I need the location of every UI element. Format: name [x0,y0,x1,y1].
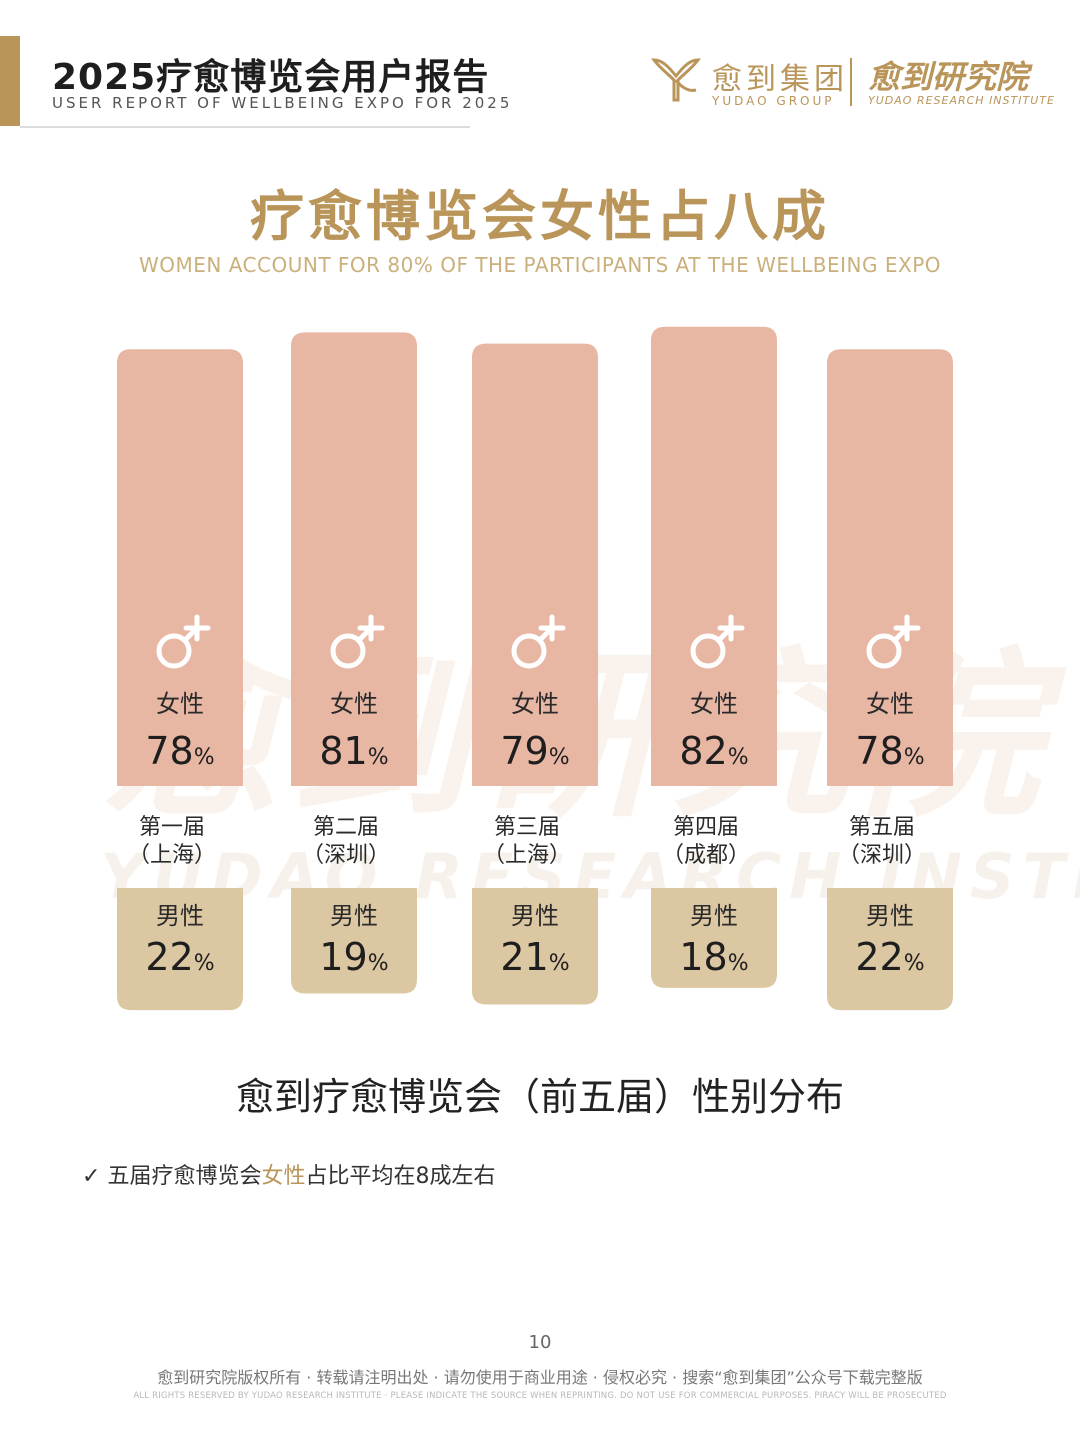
brand-institute-name-en: YUDAO RESEARCH INSTITUTE [868,94,1055,107]
report-subtitle: USER REPORT OF WELLBEING EXPO FOR 2025 [52,94,513,112]
male-value-label: 22% [855,935,924,979]
female-symbol-icon [511,614,566,669]
male-bar [827,888,953,1011]
female-value-label: 78% [145,729,214,773]
category-label: 第三届 [494,815,560,840]
female-series-label: 女性 [330,690,378,718]
category-label: 第四届 [673,815,739,840]
male-bar [291,888,417,994]
note-text-before: 五届疗愈博览会 [107,1164,262,1189]
female-symbol-ring [866,633,902,669]
female-bar [291,332,417,786]
male-bar [117,888,243,1011]
female-bar [472,343,598,786]
female-series-label: 女性 [690,690,738,718]
female-symbol-icon [156,614,211,669]
chart-caption: 愈到疗愈博览会（前五届）性别分布 [235,1075,844,1119]
note-text-after: 占比平均在8成左右 [305,1164,496,1189]
female-symbol-ring [330,633,366,669]
key-finding-note: ✓ 五届疗愈博览会女性占比平均在8成左右 [82,1158,495,1190]
female-symbol-ring [156,633,192,669]
female-symbol-ring [511,633,547,669]
copyright-notice-en: ALL RIGHTS RESERVED BY YUDAO RESEARCH IN… [133,1391,947,1401]
category-sublabel: （深圳） [838,843,926,868]
note-highlight: 女性 [261,1164,306,1189]
male-bar [651,888,777,988]
category-label: 第五届 [849,815,915,840]
female-series-label: 女性 [866,690,914,718]
section-subtitle: WOMEN ACCOUNT FOR 80% OF THE PARTICIPANT… [138,253,941,277]
page-number: 10 [528,1332,552,1353]
male-series-label: 男性 [511,902,559,930]
male-value-label: 18% [679,935,748,979]
brand-group-name: 愈到集团 [712,62,848,97]
brand-divider [850,58,852,106]
female-series-label: 女性 [511,690,559,718]
category-sublabel: （上海） [128,843,216,868]
category-label: 第二届 [313,815,379,840]
female-symbol-icon [330,614,385,669]
male-series-label: 男性 [330,902,378,930]
header-accent-bar [0,36,20,126]
header-divider [20,126,470,128]
category-sublabel: （成都） [662,843,750,868]
male-series-label: 男性 [866,902,914,930]
section-title: 疗愈博览会女性占八成 [250,185,830,248]
category-label: 第一届 [139,815,205,840]
category-sublabel: （上海） [483,843,571,868]
female-series-label: 女性 [156,690,204,718]
female-symbol-ring [690,633,726,669]
female-bar [827,349,953,786]
brand-group-name-en: YUDAO GROUP [712,94,835,108]
male-series-label: 男性 [156,902,204,930]
female-bar [651,326,777,786]
category-sublabel: （深圳） [302,843,390,868]
female-symbol-icon [690,614,745,669]
female-value-label: 82% [679,729,748,773]
copyright-notice: 愈到研究院版权所有 · 转载请注明出处 · 请勿使用于商业用途 · 侵权必究 ·… [157,1368,923,1387]
female-bar [117,349,243,786]
male-value-label: 22% [145,935,214,979]
female-value-label: 78% [855,729,924,773]
male-value-label: 21% [500,935,569,979]
male-bar [472,888,598,1005]
yudao-logo-icon [650,58,702,102]
check-mark-icon: ✓ [82,1164,101,1189]
brand-institute-name: 愈到研究院 [868,58,1029,96]
male-series-label: 男性 [690,902,738,930]
report-title: 2025疗愈博览会用户报告 [52,57,490,98]
female-value-label: 81% [319,729,388,773]
female-symbol-icon [866,614,921,669]
male-value-label: 19% [319,935,388,979]
female-value-label: 79% [500,729,569,773]
